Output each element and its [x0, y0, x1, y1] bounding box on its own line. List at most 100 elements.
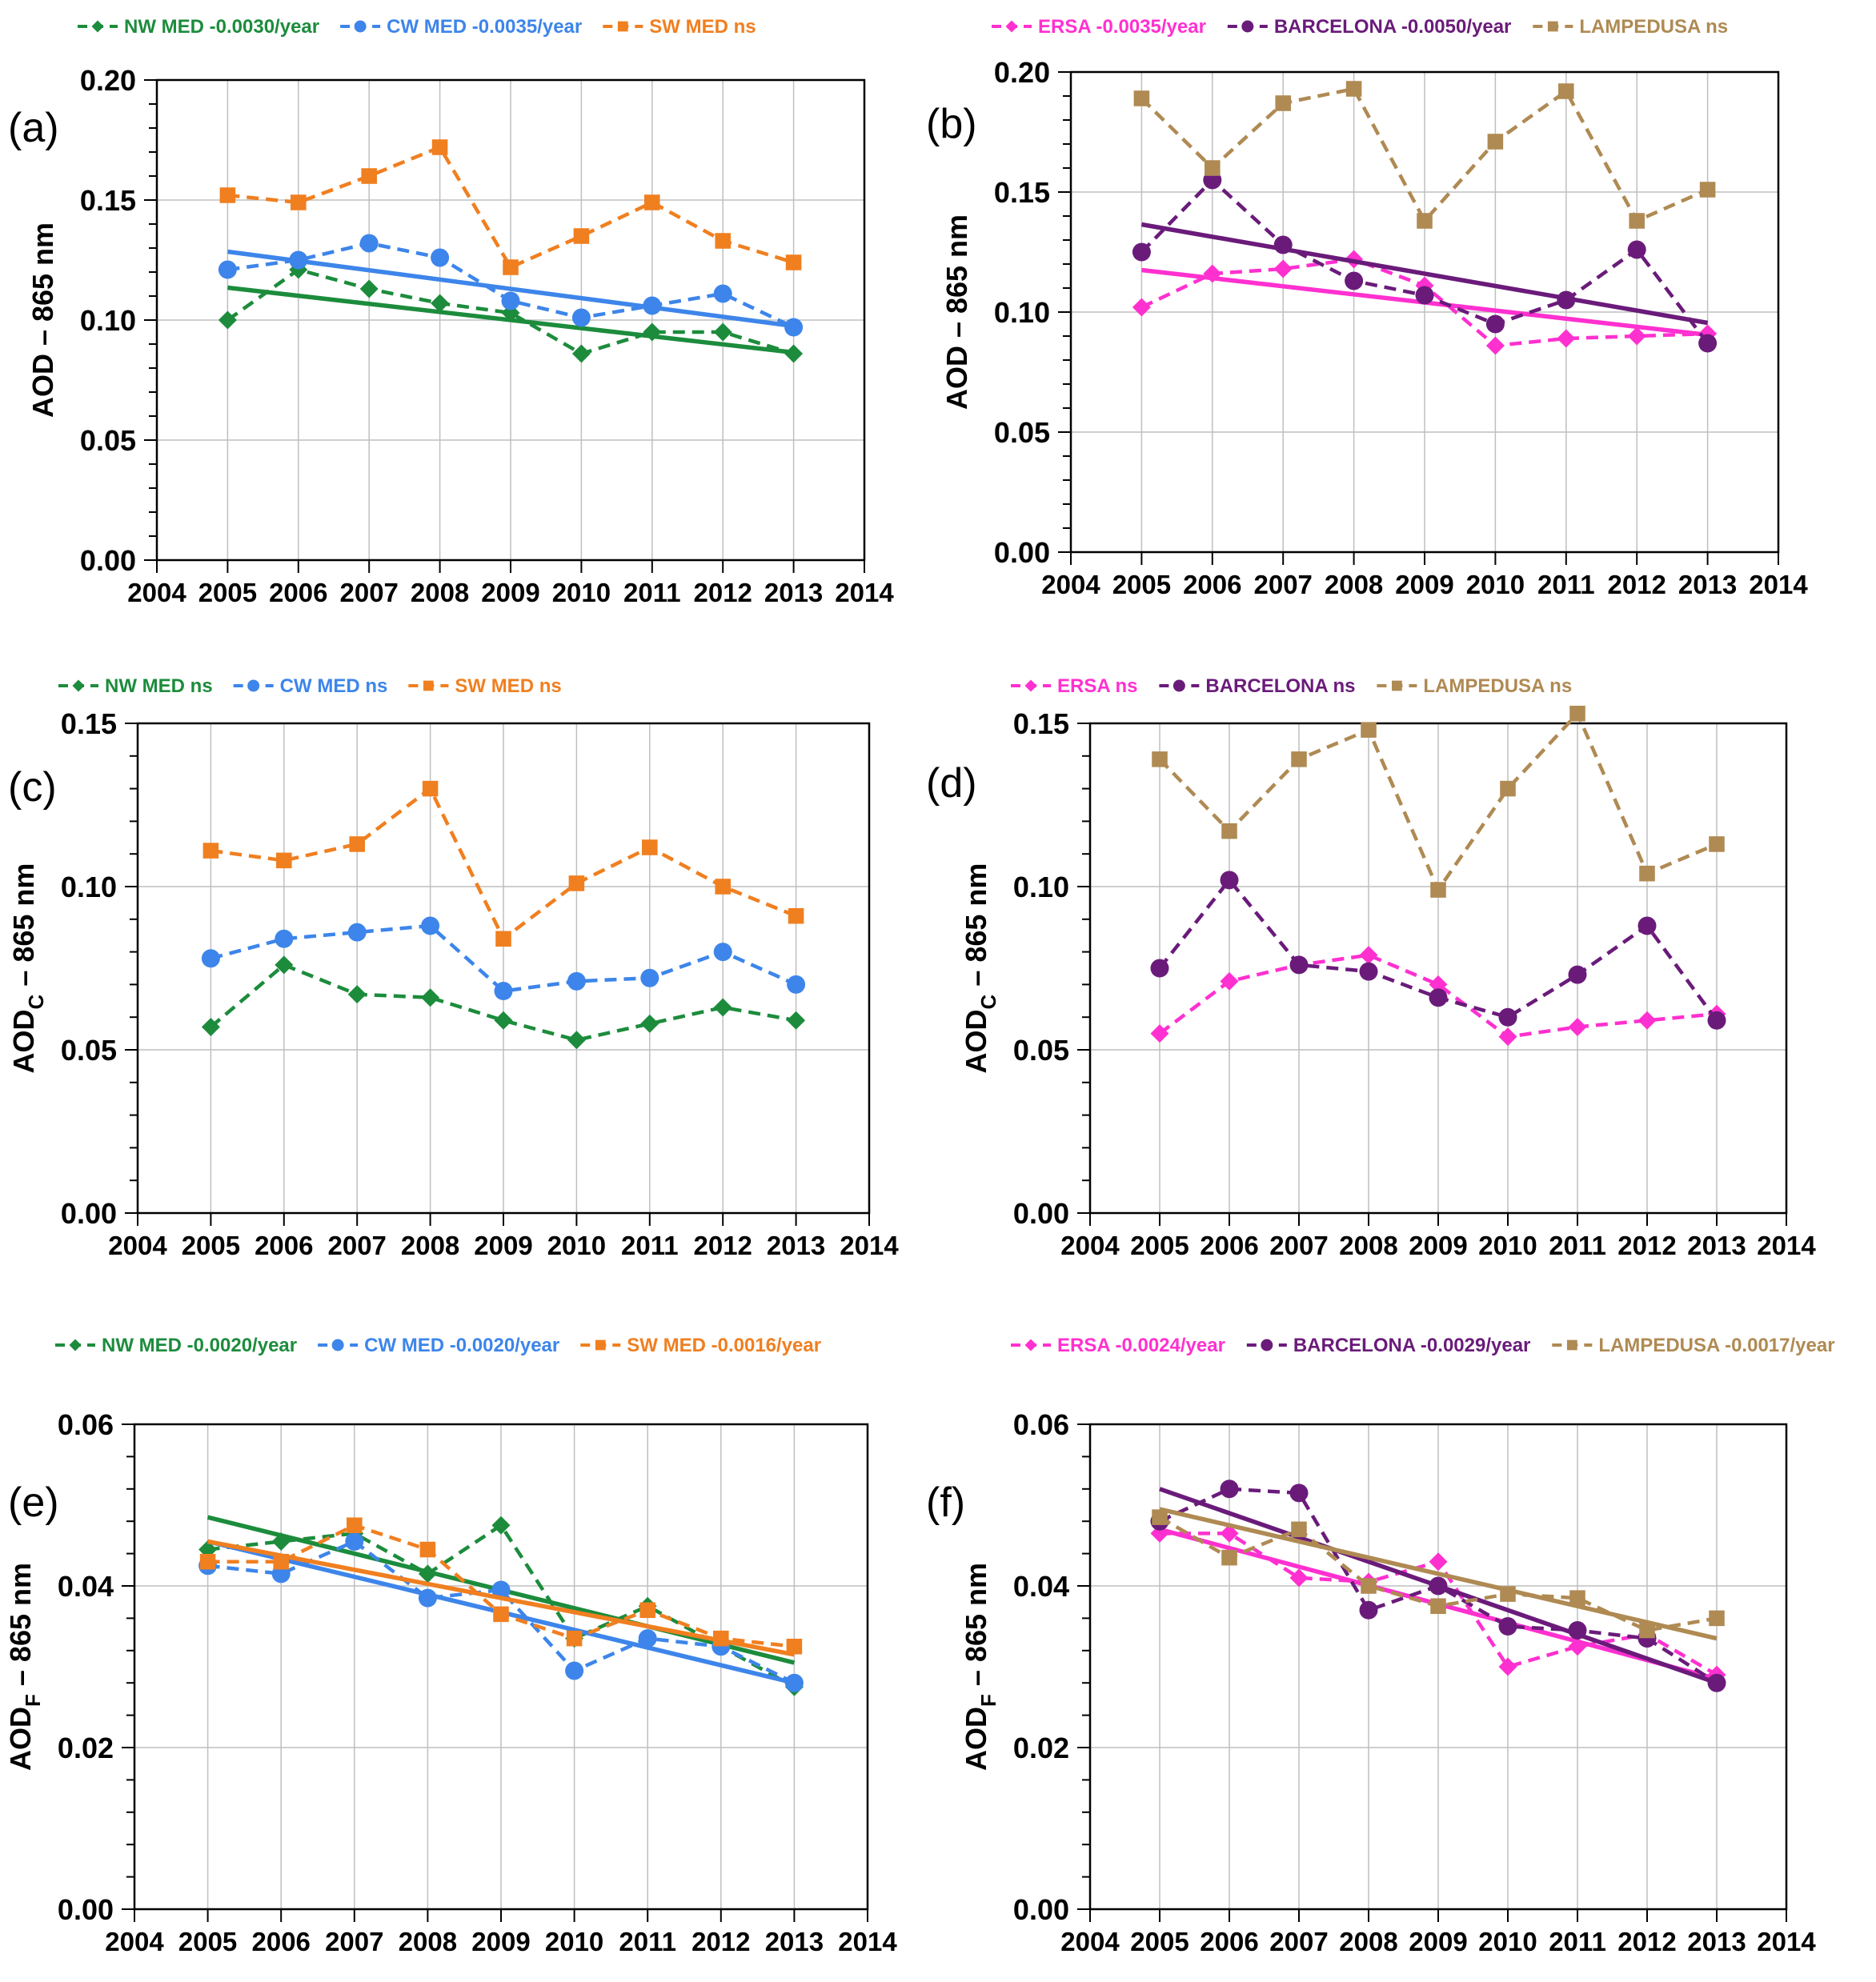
svg-text:0.05: 0.05 — [994, 416, 1050, 449]
svg-text:NW MED -0.0030/year: NW MED -0.0030/year — [124, 16, 319, 38]
svg-text:0.00: 0.00 — [61, 1197, 117, 1230]
svg-text:0.02: 0.02 — [1013, 1732, 1069, 1764]
svg-text:2004: 2004 — [1060, 1927, 1120, 1956]
svg-text:2014: 2014 — [1757, 1927, 1816, 1956]
svg-text:0.10: 0.10 — [994, 296, 1050, 329]
svg-text:2006: 2006 — [269, 578, 327, 607]
svg-text:2005: 2005 — [1112, 570, 1171, 599]
svg-text:2007: 2007 — [1253, 570, 1312, 599]
svg-text:2004: 2004 — [108, 1231, 167, 1260]
svg-text:CW MED -0.0035/year: CW MED -0.0035/year — [387, 16, 582, 38]
svg-text:CW MED -0.0020/year: CW MED -0.0020/year — [364, 1335, 559, 1356]
svg-text:CW MED ns: CW MED ns — [280, 675, 388, 697]
svg-text:2013: 2013 — [1687, 1231, 1746, 1260]
svg-text:BARCELONA -0.0029/year: BARCELONA -0.0029/year — [1293, 1335, 1531, 1356]
svg-text:2014: 2014 — [838, 1927, 897, 1956]
svg-text:2004: 2004 — [127, 578, 186, 607]
svg-text:2010: 2010 — [1478, 1927, 1537, 1956]
svg-text:0.05: 0.05 — [80, 424, 136, 457]
svg-text:BARCELONA -0.0050/year: BARCELONA -0.0050/year — [1274, 16, 1512, 38]
svg-text:0.20: 0.20 — [80, 64, 136, 97]
svg-text:2009: 2009 — [481, 578, 539, 607]
svg-text:2009: 2009 — [1409, 1927, 1467, 1956]
svg-text:2006: 2006 — [1183, 570, 1241, 599]
svg-text:2013: 2013 — [764, 578, 823, 607]
svg-text:2011: 2011 — [619, 1927, 676, 1956]
svg-text:0.15: 0.15 — [80, 184, 136, 217]
svg-text:2011: 2011 — [1549, 1927, 1606, 1956]
svg-text:2009: 2009 — [474, 1231, 532, 1260]
svg-text:2014: 2014 — [1749, 570, 1808, 599]
svg-text:0.15: 0.15 — [994, 176, 1050, 209]
svg-text:LAMPEDUSA ns: LAMPEDUSA ns — [1579, 16, 1728, 38]
svg-text:2010: 2010 — [552, 578, 611, 607]
svg-text:2013: 2013 — [767, 1231, 825, 1260]
svg-text:2014: 2014 — [1757, 1231, 1816, 1260]
svg-text:0.00: 0.00 — [994, 536, 1050, 569]
svg-text:0.05: 0.05 — [1013, 1034, 1069, 1067]
svg-text:2008: 2008 — [399, 1927, 457, 1956]
svg-text:0.00: 0.00 — [58, 1893, 114, 1926]
svg-text:ERSA -0.0024/year: ERSA -0.0024/year — [1057, 1335, 1225, 1356]
svg-text:0.06: 0.06 — [1013, 1408, 1069, 1441]
svg-text:2012: 2012 — [1607, 570, 1666, 599]
svg-text:2012: 2012 — [693, 1231, 752, 1260]
svg-text:0.06: 0.06 — [58, 1408, 114, 1441]
svg-text:SW MED ns: SW MED ns — [649, 16, 756, 38]
svg-text:2010: 2010 — [547, 1231, 606, 1260]
svg-text:2005: 2005 — [1130, 1927, 1189, 1956]
svg-text:2012: 2012 — [691, 1927, 750, 1956]
svg-text:2012: 2012 — [1617, 1927, 1676, 1956]
svg-text:SW MED -0.0016/year: SW MED -0.0016/year — [627, 1335, 821, 1356]
svg-text:0.20: 0.20 — [994, 56, 1050, 89]
svg-text:2007: 2007 — [339, 578, 398, 607]
svg-text:0.00: 0.00 — [1013, 1893, 1069, 1926]
svg-text:2010: 2010 — [1478, 1231, 1537, 1260]
svg-text:BARCELONA ns: BARCELONA ns — [1205, 675, 1355, 697]
svg-text:2011: 2011 — [1537, 570, 1595, 599]
svg-text:2010: 2010 — [1466, 570, 1525, 599]
svg-text:0.10: 0.10 — [1013, 871, 1069, 903]
svg-text:2005: 2005 — [1130, 1231, 1189, 1260]
svg-text:NW MED -0.0020/year: NW MED -0.0020/year — [102, 1335, 297, 1356]
svg-text:2010: 2010 — [545, 1927, 603, 1956]
svg-text:2012: 2012 — [693, 578, 752, 607]
svg-text:SW MED ns: SW MED ns — [455, 675, 561, 697]
svg-text:2006: 2006 — [1200, 1927, 1258, 1956]
svg-text:AOD – 865 nm: AOD – 865 nm — [26, 222, 59, 418]
svg-text:2011: 2011 — [623, 578, 681, 607]
svg-text:2006: 2006 — [1200, 1231, 1258, 1260]
svg-text:0.00: 0.00 — [1013, 1197, 1069, 1230]
svg-text:2007: 2007 — [1269, 1927, 1328, 1956]
svg-text:2011: 2011 — [1549, 1231, 1606, 1260]
svg-text:2011: 2011 — [621, 1231, 679, 1260]
svg-text:2005: 2005 — [182, 1231, 240, 1260]
svg-text:2013: 2013 — [1687, 1927, 1746, 1956]
svg-text:2009: 2009 — [1409, 1231, 1467, 1260]
svg-text:2008: 2008 — [401, 1231, 459, 1260]
svg-text:LAMPEDUSA -0.0017/year: LAMPEDUSA -0.0017/year — [1598, 1335, 1834, 1356]
svg-text:0.02: 0.02 — [58, 1732, 114, 1764]
svg-text:0.15: 0.15 — [61, 707, 117, 740]
svg-text:2014: 2014 — [840, 1231, 899, 1260]
svg-text:2012: 2012 — [1617, 1231, 1676, 1260]
svg-text:2005: 2005 — [178, 1927, 237, 1956]
svg-text:0.04: 0.04 — [1013, 1570, 1069, 1603]
svg-text:2014: 2014 — [835, 578, 894, 607]
svg-text:0.05: 0.05 — [61, 1034, 117, 1067]
svg-text:0.04: 0.04 — [58, 1570, 114, 1603]
svg-text:2004: 2004 — [105, 1927, 164, 1956]
svg-text:2004: 2004 — [1041, 570, 1100, 599]
svg-text:2013: 2013 — [1678, 570, 1737, 599]
svg-text:2004: 2004 — [1060, 1231, 1120, 1260]
svg-text:2006: 2006 — [255, 1231, 313, 1260]
svg-text:2008: 2008 — [1339, 1231, 1397, 1260]
svg-text:ERSA ns: ERSA ns — [1057, 675, 1137, 697]
svg-text:2009: 2009 — [471, 1927, 530, 1956]
svg-text:2005: 2005 — [198, 578, 257, 607]
svg-text:ERSA -0.0035/year: ERSA -0.0035/year — [1038, 16, 1206, 38]
svg-text:2007: 2007 — [325, 1927, 383, 1956]
svg-text:AOD – 865 nm: AOD – 865 nm — [940, 214, 973, 410]
svg-text:2006: 2006 — [251, 1927, 310, 1956]
svg-text:LAMPEDUSA ns: LAMPEDUSA ns — [1423, 675, 1572, 697]
